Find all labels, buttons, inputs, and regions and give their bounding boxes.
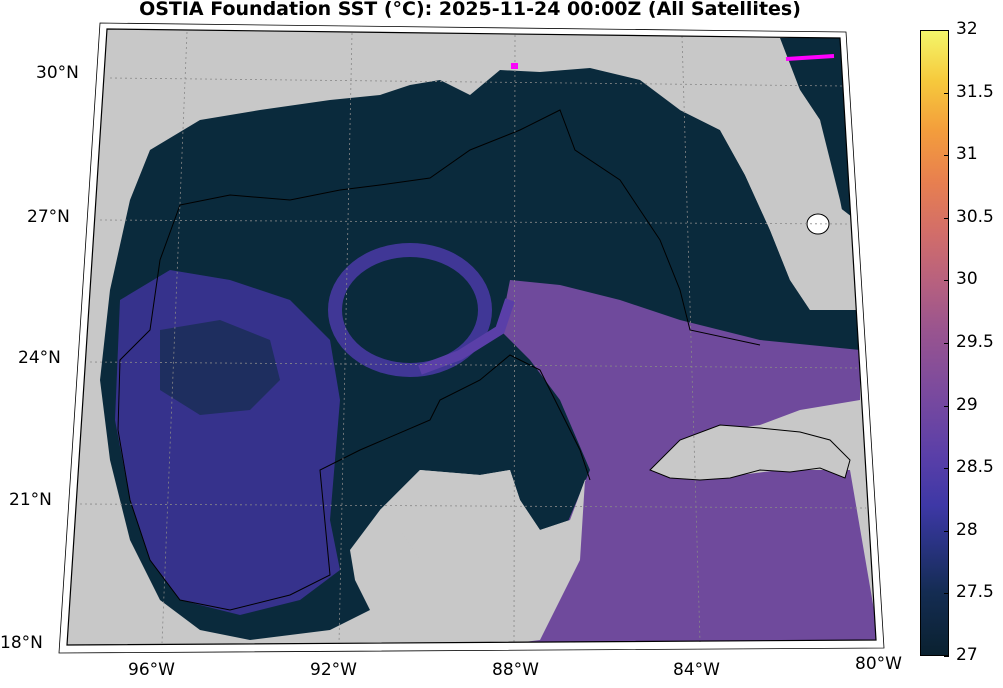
latitude-label-30n: 30°N — [36, 63, 79, 83]
latitude-label-21n: 21°N — [9, 490, 52, 510]
yucatan-land — [380, 470, 585, 645]
loop-current-eddy — [328, 243, 492, 377]
cuba-land — [649, 424, 851, 481]
colorbar-tick-label: 32 — [956, 19, 978, 39]
colorbar-tick-mark — [944, 593, 949, 595]
atlantic-water — [780, 38, 856, 220]
colorbar-tick-mark — [944, 217, 949, 219]
colorbar-tick-label: 28.5 — [956, 457, 994, 478]
colorbar-tick-mark — [944, 155, 949, 157]
latitude-label-24n: 24°N — [18, 348, 61, 368]
longitude-label-96w: 96°W — [128, 660, 175, 680]
colorbar-tick-mark — [944, 92, 949, 94]
colorbar-tick-mark — [944, 280, 949, 282]
colorbar-tick-mark — [944, 405, 949, 407]
colorbar-tick-label: 28 — [956, 519, 978, 540]
map-title: OSTIA Foundation SST (°C): 2025-11-24 00… — [139, 0, 801, 20]
colorbar-tick-label: 30 — [956, 269, 978, 290]
longitude-label-88w: 88°W — [492, 660, 539, 680]
colorbar-tick-label: 31.5 — [956, 81, 994, 102]
western-cool-eddy — [160, 320, 280, 415]
longitude-label-92w: 92°W — [310, 660, 357, 680]
caribbean-water — [500, 280, 876, 645]
florida-land — [660, 60, 850, 310]
colorbar-tick-label: 31 — [956, 144, 978, 165]
colorbar-tick-label: 29 — [956, 394, 978, 415]
map-gridlines — [79, 31, 867, 645]
colorbar-tick-label: 27 — [956, 645, 978, 665]
colorbar-tick-mark — [944, 656, 949, 657]
latitude-label-18n: 18°N — [0, 633, 43, 653]
map-outer-frame — [58, 22, 885, 654]
longitude-label-84w: 84°W — [673, 660, 720, 680]
highlight-mark-coast — [511, 63, 518, 69]
lake-okeechobee — [806, 213, 830, 235]
highlight-line-atlantic — [785, 54, 835, 61]
colorbar-tick-mark — [944, 530, 949, 532]
longitude-label-80w: 80°W — [855, 654, 902, 674]
colorbar-tick-label: 29.5 — [956, 332, 994, 352]
latitude-label-27n: 27°N — [27, 207, 70, 227]
colorbar-tick-mark — [944, 343, 949, 344]
map-frame — [66, 28, 877, 646]
shelf-contour — [179, 109, 761, 346]
colorbar-tick-mark — [944, 30, 949, 31]
colorbar-tick-label: 30.5 — [956, 206, 994, 227]
loop-current-tail — [418, 298, 515, 375]
colorbar-tick-label: 27.5 — [956, 582, 994, 603]
western-contour — [117, 204, 591, 611]
colorbar-tick-mark — [944, 468, 949, 470]
